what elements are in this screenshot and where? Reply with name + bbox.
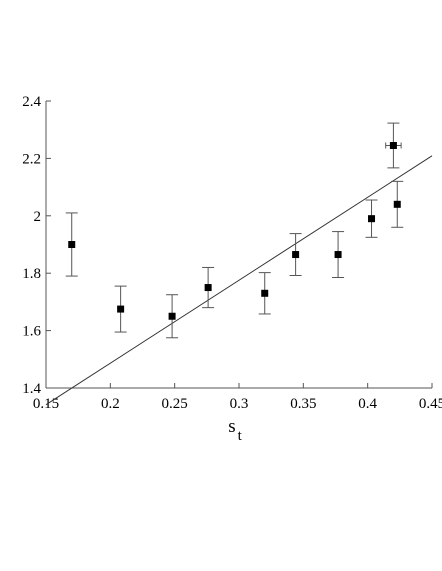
y-tick-label: 1.4 <box>22 381 41 397</box>
square-marker <box>292 251 300 259</box>
square-marker <box>68 241 76 248</box>
square-marker <box>204 284 212 292</box>
square-marker <box>261 289 269 297</box>
x-tick-label: 0.3 <box>230 396 249 412</box>
fit-line-layer <box>45 155 433 406</box>
y-tick-label: 1.8 <box>22 266 41 282</box>
plot-frame <box>45 101 432 389</box>
x-tick-label: 0.4 <box>358 396 377 412</box>
data-point <box>391 180 404 228</box>
x-tick-label: 0.2 <box>101 396 120 412</box>
data-points-layer <box>65 122 404 339</box>
data-point <box>332 231 345 279</box>
x-tick-label: 0.35 <box>290 396 316 412</box>
y-tick-label: 2.2 <box>22 151 41 167</box>
data-point <box>166 294 179 339</box>
data-point <box>289 233 302 276</box>
square-marker <box>117 305 125 313</box>
y-tick-label: 2 <box>34 209 42 225</box>
y-tick-label: 2.4 <box>22 94 41 110</box>
data-point <box>114 285 127 333</box>
data-point <box>365 199 378 238</box>
data-point <box>65 212 78 277</box>
y-tick-label: 1.6 <box>22 324 41 340</box>
data-point <box>258 272 271 315</box>
square-marker <box>168 312 176 320</box>
x-axis-label-main: s <box>228 416 235 437</box>
data-point <box>385 122 402 169</box>
x-tick-label: 0.25 <box>162 396 188 412</box>
square-marker <box>389 141 397 149</box>
square-marker <box>393 200 401 208</box>
axis-ticks: 0.15 0.2 0.25 0.3 0.35 0.4 0.451.41.61.822.22.… <box>22 94 442 412</box>
x-axis-label-subscript: t <box>238 428 243 444</box>
x-tick-label: 0.45 <box>419 396 442 412</box>
square-marker <box>334 251 342 259</box>
data-point <box>202 266 215 309</box>
fit-line <box>45 155 433 406</box>
square-marker <box>368 215 376 223</box>
